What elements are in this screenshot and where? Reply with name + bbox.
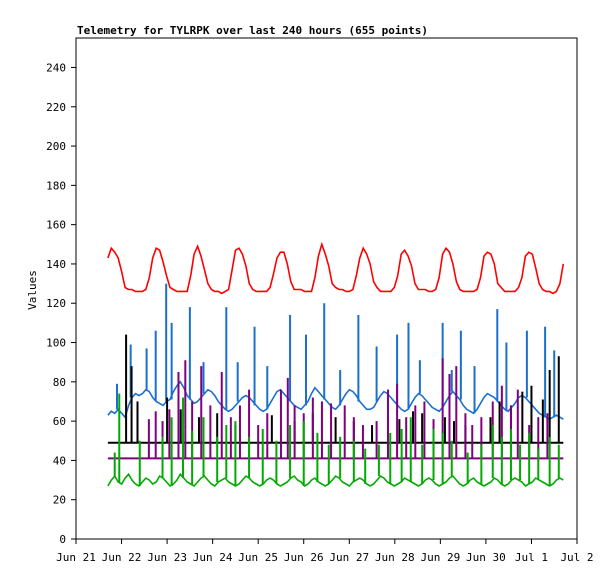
- y-axis-label: Values: [26, 270, 39, 310]
- y-tick-label: 120: [46, 297, 66, 310]
- y-tick-label: 160: [46, 219, 66, 232]
- x-tick-label: Jun 23: [147, 551, 187, 564]
- x-tick-label: Jun 28: [375, 551, 415, 564]
- y-tick-label: 60: [53, 415, 66, 428]
- y-tick-label: 100: [46, 337, 66, 350]
- y-tick-label: 0: [59, 533, 66, 546]
- series-1: [107, 283, 564, 421]
- plot-frame: [75, 37, 578, 540]
- chart-title: Telemetry for TYLRPK over last 240 hours…: [77, 24, 428, 37]
- y-tick-label: 200: [46, 140, 66, 153]
- x-tick-label: Jun 30: [466, 551, 506, 564]
- series-2: [107, 334, 564, 444]
- y-axis-ticks: 0 20 40 60 80 100 120 140 160 180 200 220 240: [46, 61, 76, 546]
- x-tick-label: Jun 21: [56, 551, 96, 564]
- x-axis-ticks: Jun 21 Jun 22 Jun 23 Jun 24 Jun 25 Jun 26 Jun …: [56, 539, 594, 564]
- y-tick-label: 20: [53, 494, 66, 507]
- x-tick-label: Jun 26: [284, 551, 324, 564]
- series-0: [107, 241, 565, 295]
- y-tick-label: 40: [53, 454, 66, 467]
- x-tick-label: Jun 25: [238, 551, 278, 564]
- y-tick-label: 80: [53, 376, 66, 389]
- x-tick-label: Jun 27: [329, 551, 369, 564]
- series-4: [107, 393, 564, 488]
- y-tick-label: 240: [46, 61, 66, 74]
- series-line: [107, 380, 564, 421]
- x-tick-label: Jul 1: [515, 551, 548, 564]
- y-tick-label: 220: [46, 101, 66, 114]
- series-line: [107, 241, 565, 295]
- y-tick-label: 180: [46, 179, 66, 192]
- series-line: [107, 472, 564, 488]
- y-tick-label: 140: [46, 258, 66, 271]
- series-layer: [107, 241, 565, 488]
- x-tick-label: Jul 2: [560, 551, 593, 564]
- x-tick-label: Jun 29: [420, 551, 460, 564]
- x-tick-label: Jun 22: [102, 551, 142, 564]
- x-tick-label: Jun 24: [193, 551, 233, 564]
